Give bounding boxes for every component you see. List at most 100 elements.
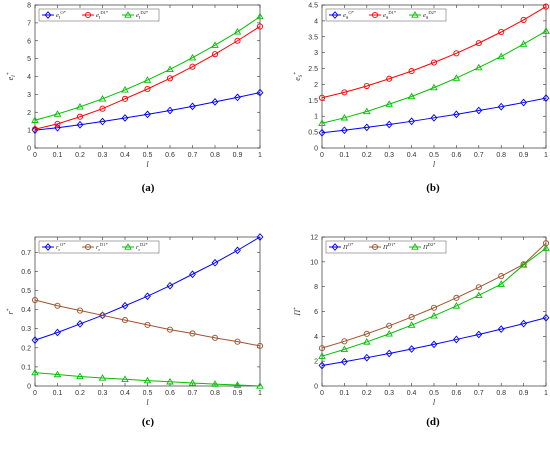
data-point — [363, 353, 371, 362]
data-point — [430, 83, 438, 91]
legend-box — [38, 8, 160, 22]
data-point — [341, 89, 348, 96]
data-point — [520, 98, 527, 107]
x-tick-label: 0.6 — [165, 152, 175, 159]
legend-label: ΠO* — [342, 242, 354, 251]
x-tick-label: 0 — [320, 152, 324, 159]
data-point — [430, 59, 438, 66]
y-tick-label: 1.5 — [308, 98, 318, 105]
data-point — [256, 342, 264, 349]
data-point — [256, 23, 264, 30]
y-tick-label: 10 — [310, 259, 318, 266]
y-tick-label: 2 — [314, 82, 318, 89]
data-point — [144, 85, 151, 93]
legend-swatch-marker — [411, 243, 419, 250]
data-point — [453, 50, 460, 57]
legend-swatch-marker — [84, 11, 92, 19]
data-point — [166, 75, 174, 82]
data-point — [211, 97, 219, 106]
data-point — [166, 281, 174, 290]
data-point — [121, 95, 129, 102]
y-tick-label: 0.7 — [21, 250, 31, 257]
y-tick-label: 5 — [27, 56, 31, 63]
legend-swatch-marker — [84, 243, 92, 251]
x-axis-label: l — [146, 398, 149, 407]
series-3 — [31, 368, 264, 389]
data-point — [98, 94, 107, 102]
data-point — [475, 284, 482, 291]
data-point — [519, 40, 528, 47]
series-line — [321, 30, 547, 124]
x-tick-label: 0.2 — [75, 390, 85, 397]
y-tick-label: 1 — [314, 114, 318, 121]
data-point — [385, 120, 393, 129]
y-tick-label: 0.2 — [21, 345, 31, 352]
data-point — [318, 361, 326, 370]
x-tick-label: 0.9 — [233, 390, 243, 397]
x-tick-label: 1 — [544, 390, 548, 397]
series-2 — [31, 23, 264, 133]
data-point — [234, 37, 241, 44]
data-point — [256, 382, 264, 389]
data-point — [318, 128, 326, 137]
data-point — [99, 117, 106, 126]
x-tick-label: 0.6 — [452, 390, 462, 397]
panel-label: (a) — [142, 182, 155, 194]
x-tick-label: 0.1 — [340, 390, 350, 397]
data-point — [498, 28, 505, 36]
y-axis-label: Π* — [293, 307, 302, 317]
legend-swatch-marker — [411, 11, 419, 18]
data-point — [385, 349, 393, 358]
x-tick-label: 0.7 — [474, 152, 484, 159]
y-tick-label: 3 — [27, 92, 31, 99]
data-point — [497, 102, 505, 111]
legend-swatch-marker — [44, 11, 52, 19]
y-tick-label: 4 — [27, 74, 31, 81]
data-point — [54, 328, 61, 337]
data-point — [475, 330, 483, 339]
legend: eSO* eSD1* eSD2* — [325, 8, 447, 22]
data-point — [318, 119, 326, 126]
x-tick-label: 0.9 — [519, 152, 529, 159]
data-point — [363, 82, 370, 90]
y-axis-label: r* — [6, 308, 15, 314]
data-point — [341, 338, 348, 345]
y-tick-label: 2 — [314, 359, 318, 366]
data-point — [144, 110, 151, 119]
y-tick-label: 0.5 — [308, 130, 318, 137]
legend-box — [38, 240, 160, 254]
data-point — [408, 314, 415, 321]
data-point — [341, 357, 348, 366]
y-tick-label: 4 — [314, 334, 318, 341]
series-line — [321, 242, 547, 349]
x-tick-label: 0.1 — [53, 390, 63, 397]
x-tick-label: 0.9 — [519, 390, 529, 397]
data-point — [475, 106, 483, 115]
legend-label: rrD1* — [96, 242, 109, 252]
data-point — [166, 65, 174, 73]
series-line — [34, 299, 261, 347]
x-tick-label: 1 — [258, 390, 262, 397]
data-point — [99, 312, 106, 319]
series-3 — [318, 27, 550, 126]
x-axis-label: l — [433, 398, 436, 407]
x-tick-label: 0.7 — [474, 390, 484, 397]
data-point — [363, 338, 371, 345]
legend-label: rrD2* — [136, 242, 149, 252]
legend-swatch-marker — [124, 243, 132, 250]
x-tick-label: 0.8 — [210, 390, 220, 397]
data-point — [407, 321, 416, 328]
y-tick-label: 0.3 — [21, 326, 31, 333]
x-tick-label: 0.2 — [362, 390, 372, 397]
x-tick-label: 0.9 — [233, 152, 243, 159]
data-point — [341, 126, 348, 135]
data-point — [144, 321, 151, 328]
chart-panel-2: 0 0.1 0.2 0.3 0.4 0.5 0.6 0.7 0.8 0.9 1 0 0.5 1 1.5 2 2.… — [293, 3, 550, 194]
data-point — [430, 113, 438, 122]
data-point — [121, 317, 129, 324]
x-tick-label: 0.8 — [210, 152, 220, 159]
plot-area — [321, 236, 547, 387]
data-point — [385, 100, 393, 107]
data-point — [452, 74, 461, 81]
data-point — [453, 110, 460, 119]
